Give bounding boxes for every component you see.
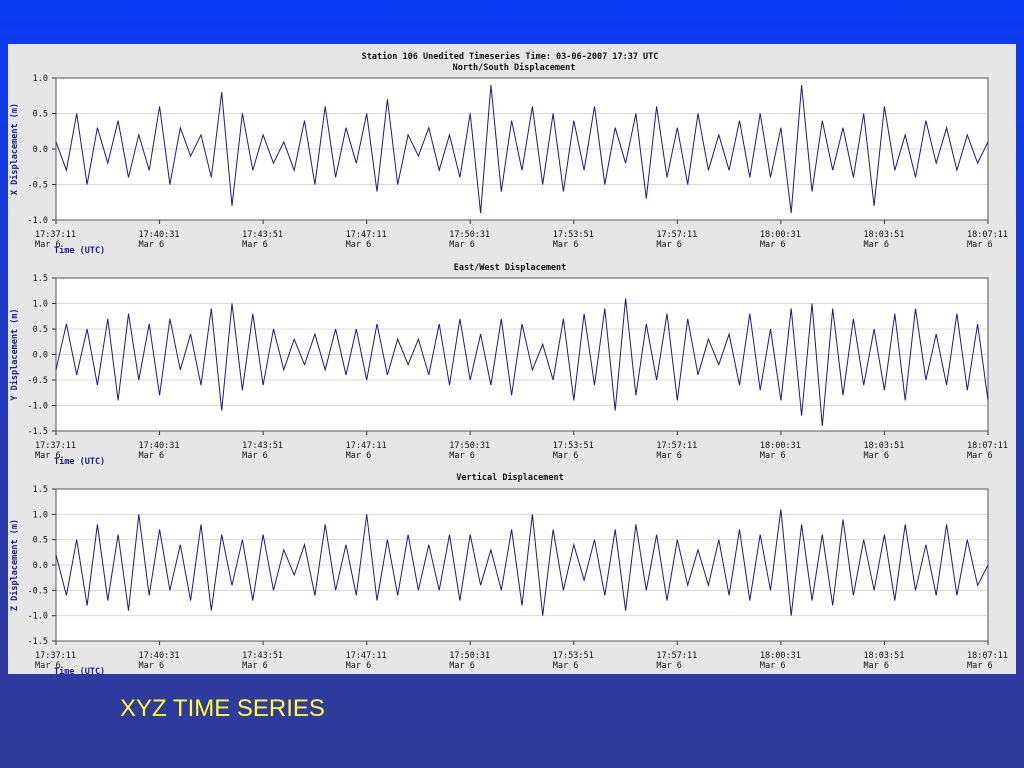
x-tick-label: 17:53:51: [553, 441, 594, 451]
data-line: [55, 85, 989, 213]
x-tick-label: 17:37:11: [35, 230, 76, 240]
x-axis-title: Time (UTC): [54, 666, 105, 677]
x-tick-date: Mar 6: [242, 451, 268, 461]
x-axis-title: Time (UTC): [54, 456, 105, 467]
chart-title: Station 106 Unedited Timeseries Time: 03…: [362, 51, 659, 62]
y-tick-label: 0.0: [33, 351, 48, 361]
plot-frame: [55, 277, 989, 432]
x-tick-date: Mar 6: [449, 661, 475, 671]
x-tick-label: 17:43:51: [242, 651, 283, 661]
x-tick-label: 17:40:31: [139, 651, 180, 661]
x-tick-label: 17:43:51: [242, 230, 283, 240]
x-tick-label: 18:00:31: [760, 651, 801, 661]
chart-subtitle: North/South Displacement: [453, 62, 576, 73]
x-tick-date: Mar 6: [35, 661, 61, 671]
x-tick-date: Mar 6: [863, 240, 889, 250]
x-tick-label: 17:50:31: [449, 230, 490, 240]
y-tick-label: 0.0: [33, 561, 48, 571]
y-axis-title: Y Displacement (m): [9, 308, 20, 400]
x-tick-date: Mar 6: [656, 240, 682, 250]
y-tick-label: 0.5: [33, 325, 48, 335]
x-tick-date: Mar 6: [760, 661, 786, 671]
y-tick-label: -0.5: [28, 181, 48, 191]
x-tick-label: 17:43:51: [242, 441, 283, 451]
data-line: [55, 298, 989, 426]
x-tick-date: Mar 6: [656, 661, 682, 671]
x-tick-label: 17:57:11: [656, 230, 697, 240]
y-tick-label: 1.0: [33, 74, 48, 84]
x-tick-date: Mar 6: [139, 451, 165, 461]
data-line: [55, 509, 989, 616]
x-tick-label: 17:47:11: [346, 651, 387, 661]
x-tick-label: 17:57:11: [656, 441, 697, 451]
x-tick-date: Mar 6: [760, 240, 786, 250]
plot-frame: [55, 77, 989, 221]
x-tick-label: 17:47:11: [346, 230, 387, 240]
x-tick-date: Mar 6: [139, 240, 165, 250]
x-tick-date: Mar 6: [242, 661, 268, 671]
x-tick-date: Mar 6: [967, 451, 993, 461]
x-tick-date: Mar 6: [346, 240, 372, 250]
x-tick-date: Mar 6: [967, 661, 993, 671]
y-tick-label: 1.5: [33, 274, 48, 284]
x-tick-date: Mar 6: [139, 661, 165, 671]
y-tick-label: -1.0: [28, 216, 48, 226]
x-tick-label: 18:07:11: [967, 441, 1008, 451]
x-tick-date: Mar 6: [35, 240, 61, 250]
x-tick-date: Mar 6: [967, 240, 993, 250]
y-tick-label: -1.5: [28, 637, 48, 647]
x-axis-title: Time (UTC): [54, 245, 105, 256]
x-tick-label: 17:47:11: [346, 441, 387, 451]
y-tick-label: 1.0: [33, 510, 48, 520]
x-tick-date: Mar 6: [553, 240, 579, 250]
x-tick-label: 18:00:31: [760, 441, 801, 451]
y-tick-label: -0.5: [28, 376, 48, 386]
x-tick-label: 18:07:11: [967, 230, 1008, 240]
x-tick-label: 18:00:31: [760, 230, 801, 240]
x-tick-date: Mar 6: [242, 240, 268, 250]
y-tick-label: 0.0: [33, 145, 48, 155]
x-tick-label: 18:03:51: [863, 651, 904, 661]
y-tick-label: 1.5: [33, 485, 48, 495]
x-tick-label: 17:53:51: [553, 651, 594, 661]
x-tick-date: Mar 6: [553, 451, 579, 461]
x-tick-label: 17:50:31: [449, 441, 490, 451]
x-tick-label: 17:57:11: [656, 651, 697, 661]
x-tick-label: 17:50:31: [449, 651, 490, 661]
x-tick-label: 18:03:51: [863, 441, 904, 451]
y-tick-label: 0.5: [33, 110, 48, 120]
y-axis-title: X Displacement (m): [9, 103, 20, 195]
x-tick-label: 17:37:11: [35, 441, 76, 451]
y-tick-label: -0.5: [28, 586, 48, 596]
x-tick-date: Mar 6: [863, 451, 889, 461]
slide-caption: XYZ TIME SERIES: [120, 695, 325, 722]
x-tick-date: Mar 6: [449, 240, 475, 250]
x-tick-date: Mar 6: [449, 451, 475, 461]
y-tick-label: -1.0: [28, 612, 48, 622]
x-tick-date: Mar 6: [346, 661, 372, 671]
chart-title: East/West Displacement: [454, 262, 567, 273]
x-tick-label: 18:07:11: [967, 651, 1008, 661]
y-axis-title: Z Displacement (m): [9, 519, 20, 611]
x-tick-date: Mar 6: [553, 661, 579, 671]
x-tick-label: 17:40:31: [139, 441, 180, 451]
x-tick-label: 18:03:51: [863, 230, 904, 240]
y-tick-label: -1.5: [28, 427, 48, 437]
x-tick-date: Mar 6: [656, 451, 682, 461]
y-tick-label: 1.0: [33, 300, 48, 310]
x-tick-date: Mar 6: [35, 451, 61, 461]
y-tick-label: 0.5: [33, 536, 48, 546]
x-tick-label: 17:37:11: [35, 651, 76, 661]
x-tick-label: 17:53:51: [553, 230, 594, 240]
chart-title: Vertical Displacement: [456, 472, 563, 483]
x-tick-date: Mar 6: [863, 661, 889, 671]
y-tick-label: -1.0: [28, 402, 48, 412]
x-tick-date: Mar 6: [346, 451, 372, 461]
x-tick-date: Mar 6: [760, 451, 786, 461]
x-tick-label: 17:40:31: [139, 230, 180, 240]
